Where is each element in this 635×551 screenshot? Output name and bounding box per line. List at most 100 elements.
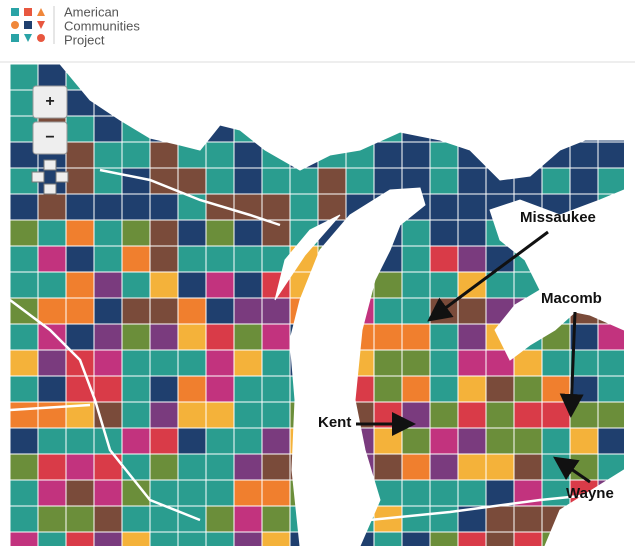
county (597, 349, 624, 377)
county (121, 167, 151, 195)
county (457, 193, 487, 221)
county (65, 167, 95, 195)
county (429, 479, 459, 507)
county (233, 167, 263, 195)
county (177, 219, 207, 247)
county (177, 271, 207, 299)
county (177, 505, 207, 533)
county (513, 401, 543, 429)
zoom-out-button[interactable] (32, 121, 68, 155)
county (121, 245, 151, 273)
county (401, 245, 431, 273)
county (205, 323, 235, 351)
county (93, 349, 123, 377)
county (261, 193, 291, 221)
county (177, 323, 207, 351)
county (429, 271, 459, 299)
county (233, 375, 263, 403)
county (289, 167, 319, 195)
county (233, 141, 263, 169)
county (10, 349, 39, 377)
county (93, 531, 123, 546)
county (37, 479, 67, 507)
county (10, 401, 39, 429)
county (177, 427, 207, 455)
county (10, 427, 39, 455)
county (597, 401, 624, 429)
county (233, 193, 263, 221)
county (261, 531, 291, 546)
county (149, 323, 179, 351)
county (233, 505, 263, 533)
zoom-out-label[interactable]: − (45, 129, 54, 146)
county (373, 141, 403, 169)
county (597, 167, 624, 195)
county (401, 453, 431, 481)
county (121, 531, 151, 546)
county (261, 375, 291, 403)
county (37, 531, 67, 546)
county (569, 375, 599, 403)
county (401, 219, 431, 247)
pan-down[interactable] (43, 183, 57, 195)
county (121, 297, 151, 325)
county (373, 453, 403, 481)
county (37, 453, 67, 481)
county (289, 193, 319, 221)
pan-right[interactable] (55, 171, 69, 183)
county (149, 193, 179, 221)
county (457, 167, 487, 195)
county (261, 349, 291, 377)
county (401, 141, 431, 169)
county (93, 141, 123, 169)
county (541, 167, 571, 195)
county (149, 401, 179, 429)
county (429, 401, 459, 429)
county (401, 531, 431, 546)
logo-text: American (64, 4, 119, 19)
county (541, 349, 571, 377)
county (121, 375, 151, 403)
county (149, 427, 179, 455)
county (429, 349, 459, 377)
county-label: Missaukee (520, 209, 596, 226)
county (513, 375, 543, 403)
county (65, 219, 95, 247)
county (65, 505, 95, 533)
county (37, 271, 67, 299)
county (261, 427, 291, 455)
county (429, 323, 459, 351)
county (569, 427, 599, 455)
county (429, 193, 459, 221)
county (93, 505, 123, 533)
county (93, 271, 123, 299)
zoom-in-button[interactable] (32, 85, 68, 119)
county (429, 245, 459, 273)
county (597, 375, 624, 403)
county (261, 479, 291, 507)
county (233, 401, 263, 429)
county (93, 375, 123, 403)
county (457, 219, 487, 247)
county (177, 167, 207, 195)
county (233, 531, 263, 546)
county (513, 505, 543, 533)
county (121, 323, 151, 351)
county (457, 297, 487, 325)
county (37, 349, 67, 377)
logo-text: Project (64, 32, 105, 47)
county (373, 375, 403, 403)
county (37, 193, 67, 221)
county (541, 401, 571, 429)
county (10, 375, 39, 403)
arrows (356, 230, 591, 484)
county (149, 531, 179, 546)
pan-up[interactable] (43, 159, 57, 171)
county (569, 401, 599, 429)
county (37, 375, 67, 403)
zoom-in-label[interactable]: + (45, 93, 54, 110)
county (401, 297, 431, 325)
pan-left[interactable] (31, 171, 45, 183)
county (233, 427, 263, 455)
county (429, 453, 459, 481)
